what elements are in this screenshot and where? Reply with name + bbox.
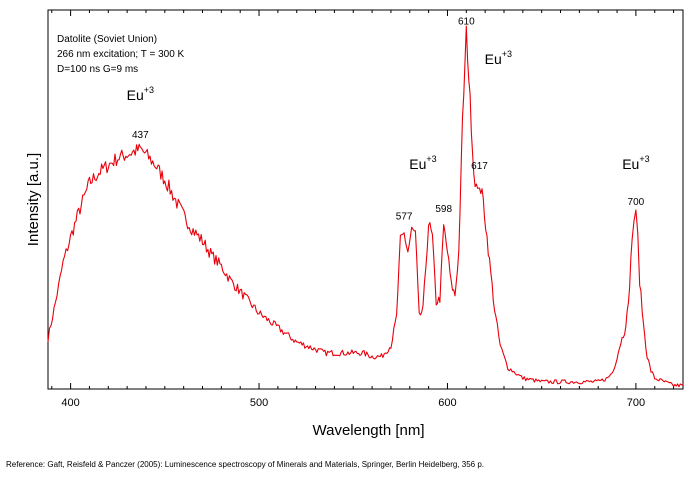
ion-annotation: Eu+3 [622, 154, 649, 172]
info-line: 266 nm excitation; T = 300 K [57, 49, 185, 60]
x-tick-label: 400 [61, 397, 79, 409]
ion-charge: +3 [426, 154, 436, 164]
peak-label: 437 [132, 130, 149, 141]
ion-symbol: Eu [409, 156, 426, 172]
reference-caption: Reference: Gaft, Reisfeld & Panczer (200… [6, 460, 485, 469]
ion-annotation: Eu+3 [127, 85, 154, 103]
ion-symbol: Eu [622, 156, 639, 172]
ion-charge: +3 [502, 49, 512, 59]
ion-charge: +3 [639, 154, 649, 164]
peak-label: 700 [628, 197, 645, 208]
spectrum-line [47, 25, 684, 388]
info-line: Datolite (Soviet Union) [57, 34, 157, 45]
peak-label: 577 [396, 211, 413, 222]
x-tick-label: 700 [627, 397, 645, 409]
x-axis-label: Wavelength [nm] [313, 422, 425, 439]
ion-annotation: Eu+3 [409, 154, 436, 172]
ion-symbol: Eu [485, 51, 502, 67]
info-line: D=100 ns G=9 ms [57, 64, 138, 75]
ion-charge: +3 [144, 85, 154, 95]
peak-label: 598 [435, 204, 452, 215]
ion-symbol: Eu [127, 87, 144, 103]
ion-annotation: Eu+3 [485, 49, 512, 67]
x-tick-label: 600 [438, 397, 456, 409]
y-axis-label: Intensity [a.u.] [25, 153, 42, 246]
x-tick-label: 500 [250, 397, 268, 409]
peak-label: 617 [471, 161, 488, 172]
plot-frame [47, 9, 684, 390]
peak-label: 610 [458, 16, 475, 27]
